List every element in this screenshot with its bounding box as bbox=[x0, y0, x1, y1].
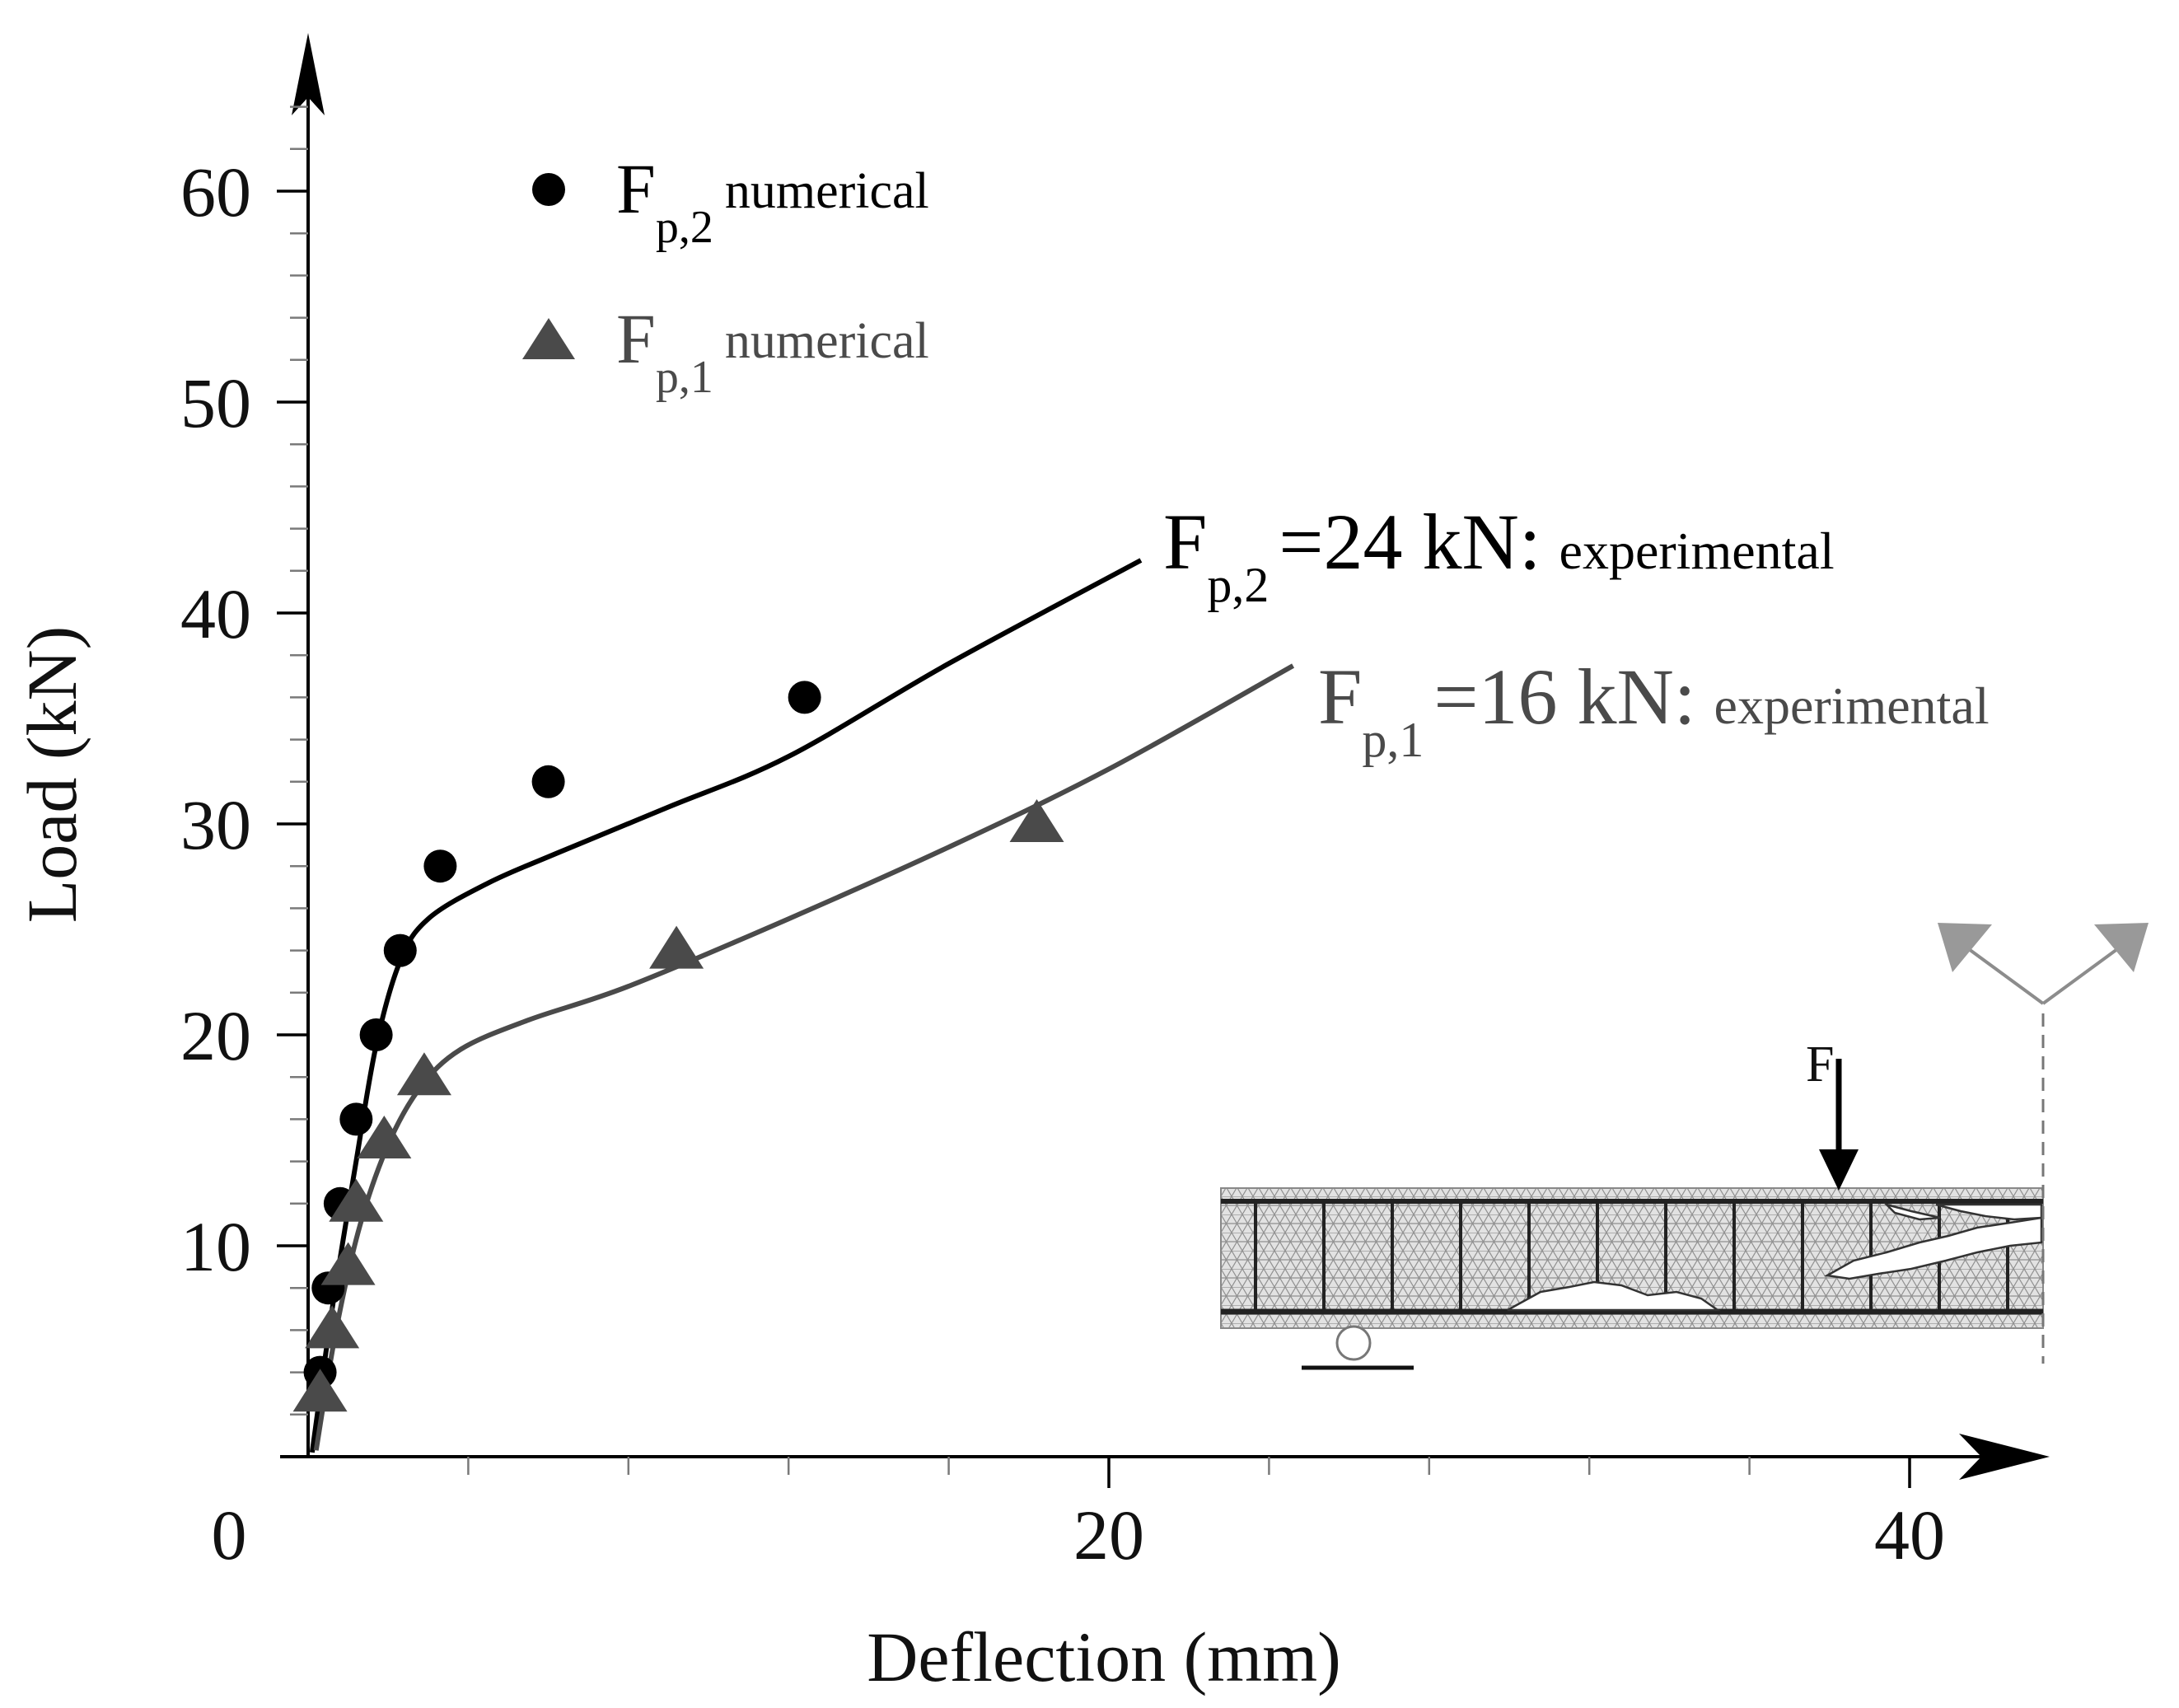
legend-fp2-symbol: F bbox=[616, 149, 656, 228]
symmetry-flag-right bbox=[2094, 923, 2149, 972]
data-point-triangle bbox=[357, 1116, 412, 1158]
data-point-circle bbox=[339, 1102, 373, 1136]
annotation-fp2-value: =24 kN: bbox=[1279, 498, 1541, 586]
legend: Fp,2numerical Fp,1numerical bbox=[522, 149, 929, 403]
legend-triangle-marker bbox=[522, 318, 575, 359]
y-tick-label: 20 bbox=[180, 996, 251, 1075]
x-axis-arrowhead bbox=[1959, 1434, 2050, 1480]
series-markers bbox=[292, 681, 1064, 1412]
y-tick-label: 40 bbox=[180, 574, 251, 653]
data-point-circle bbox=[359, 1018, 393, 1051]
symmetry-flag-left bbox=[1938, 923, 1992, 972]
roller-support bbox=[1335, 1325, 1372, 1361]
data-point-circle bbox=[788, 681, 821, 714]
legend-entry-fp2: Fp,2numerical bbox=[616, 149, 929, 253]
data-point-triangle bbox=[292, 1369, 348, 1412]
beam-mesh-inset: F bbox=[1220, 923, 2149, 1370]
legend-circle-marker bbox=[532, 173, 565, 206]
series-line-2 bbox=[309, 558, 1143, 1453]
data-point-triangle bbox=[329, 1178, 384, 1222]
symmetry-symbol bbox=[1938, 923, 2149, 1005]
x-axis-label: Deflection (mm) bbox=[867, 1617, 1341, 1696]
y-ticks: 10 20 30 40 50 60 bbox=[180, 105, 308, 1416]
annotation-fp1-value: =16 kN: bbox=[1433, 653, 1695, 741]
data-point-circle bbox=[423, 849, 457, 883]
y-tick-label: 10 bbox=[180, 1207, 251, 1286]
legend-fp1-symbol: F bbox=[616, 299, 656, 378]
legend-fp1-subscript: p,1 bbox=[656, 352, 713, 403]
data-point-circle bbox=[531, 765, 565, 798]
annotation-fp1-subscript: p,1 bbox=[1362, 713, 1424, 767]
y-tick-label: 50 bbox=[180, 363, 251, 442]
data-point-circle bbox=[383, 934, 417, 967]
data-point-triangle bbox=[320, 1242, 376, 1285]
annotation-fp1-note: experimental bbox=[1714, 676, 1990, 735]
x-origin-label: 0 bbox=[212, 1495, 247, 1575]
x-tick-label: 20 bbox=[1073, 1495, 1144, 1575]
data-point-triangle bbox=[305, 1305, 360, 1349]
annotation-fp1-symbol: F bbox=[1318, 653, 1362, 741]
y-axis-arrowhead bbox=[292, 33, 325, 115]
load-arrow-head bbox=[1819, 1149, 1859, 1191]
load-arrow-label: F bbox=[1806, 1036, 1834, 1093]
x-tick-label: 40 bbox=[1874, 1495, 1945, 1575]
x-ticks: 20 40 bbox=[467, 1457, 1945, 1575]
annotation-fp2-note: experimental bbox=[1559, 522, 1835, 580]
series-line-3 bbox=[313, 663, 1295, 1451]
data-point-triangle bbox=[649, 925, 704, 969]
annotation-fp2-subscript: p,2 bbox=[1207, 558, 1269, 612]
annotation-fp2-symbol: F bbox=[1163, 498, 1207, 586]
data-point-triangle bbox=[396, 1052, 451, 1096]
legend-entry-fp1: Fp,1numerical bbox=[616, 299, 929, 403]
y-tick-label: 60 bbox=[180, 152, 251, 232]
annotation-fp1-experimental: Fp,1 =16 kN: experimental bbox=[1318, 653, 1990, 767]
annotation-fp2-experimental: Fp,2 =24 kN: experimental bbox=[1163, 498, 1835, 612]
y-tick-label: 30 bbox=[180, 785, 251, 864]
legend-fp1-text: numerical bbox=[725, 313, 929, 369]
y-axis-label: Load (kN) bbox=[12, 626, 91, 924]
beam-cracks bbox=[1507, 1202, 2043, 1312]
legend-fp2-subscript: p,2 bbox=[656, 202, 713, 253]
data-point-triangle bbox=[1009, 799, 1064, 842]
legend-fp2-text: numerical bbox=[725, 163, 929, 219]
